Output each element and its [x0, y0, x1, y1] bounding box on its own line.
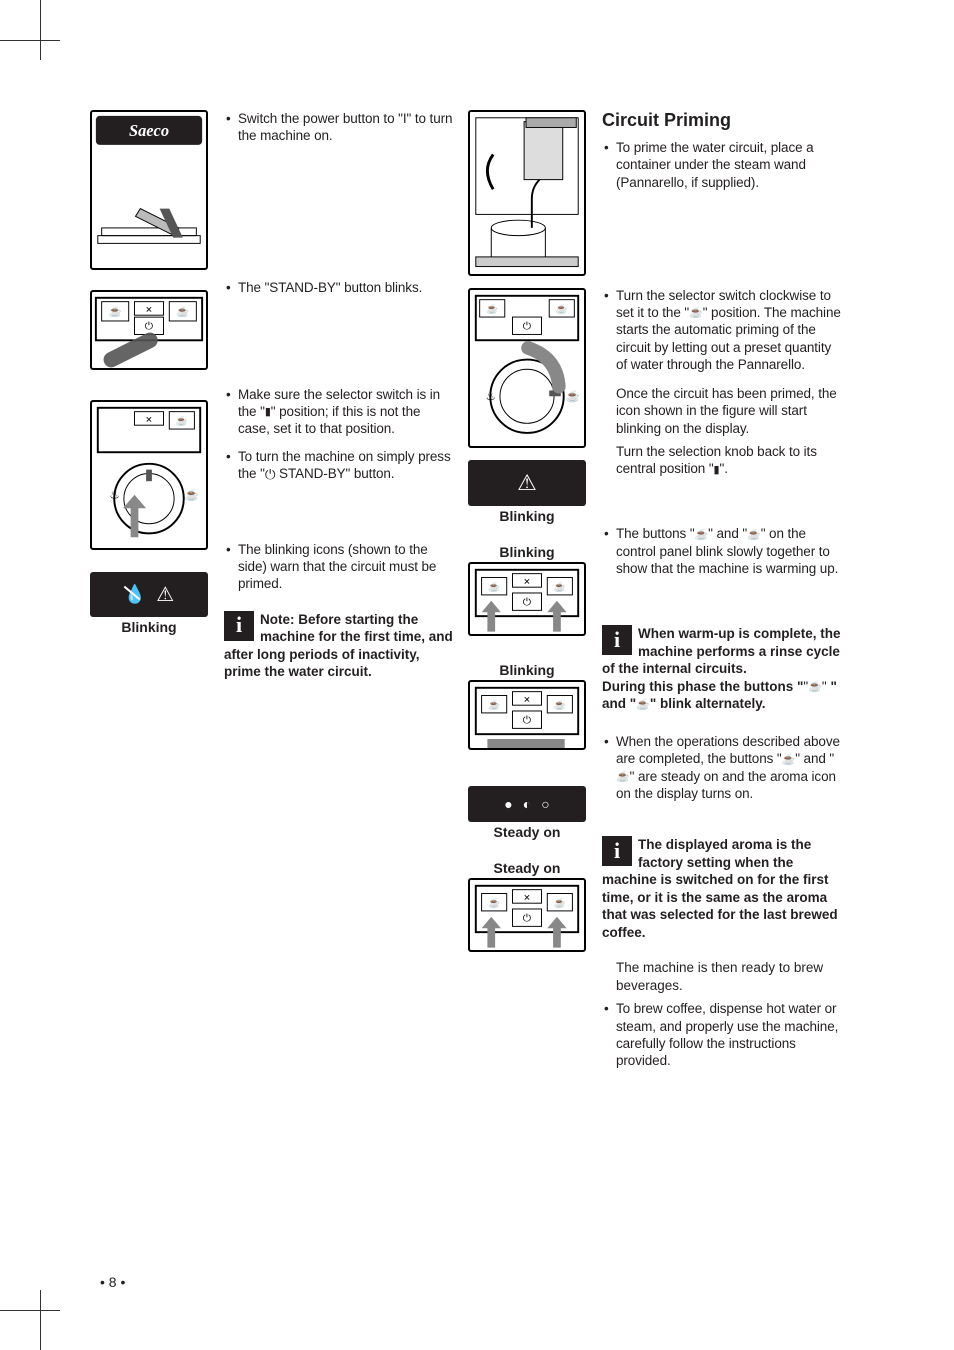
svg-text:☕: ☕	[488, 698, 500, 711]
illus-warning-blinking: ⚠	[468, 460, 586, 506]
svg-text:⏻: ⏻	[523, 913, 532, 925]
step-4: To turn the machine on simply press the …	[224, 448, 454, 483]
svg-text:⏻: ⏻	[523, 597, 532, 609]
note-prime-circuit: Note: Before starting the machine for th…	[224, 611, 454, 681]
step-2: The "STAND-BY" button blinks.	[224, 279, 454, 296]
svg-text:✕: ✕	[523, 694, 530, 704]
caption-steady-1: Steady on	[468, 824, 586, 840]
note-aroma: The displayed aroma is the factory setti…	[602, 836, 842, 941]
info-icon	[602, 836, 632, 866]
svg-text:☕: ☕	[554, 896, 566, 909]
step-1: Switch the power button to "I" to turn t…	[224, 110, 454, 145]
rstep-3: The buttons "☕" and "☕" on the control p…	[602, 525, 842, 577]
water-drop-strike-icon: 💧	[124, 584, 146, 605]
step-3: Make sure the selector switch is in the …	[224, 386, 454, 438]
rstep-7: To brew coffee, dispense hot water or st…	[602, 1000, 842, 1069]
illus-standby-blink: ☕ ☕ ✕ ⏻	[90, 290, 208, 370]
step-5: The blinking icons (shown to the side) w…	[224, 541, 454, 593]
svg-text:☕: ☕	[554, 580, 566, 593]
cup-icon-5: ☕	[782, 753, 796, 767]
illus-aroma-steady: ● ◐ ○	[468, 786, 586, 822]
svg-text:☕: ☕	[566, 389, 580, 403]
caption-steady-2: Steady on	[468, 860, 586, 876]
info-icon	[602, 625, 632, 655]
bean-icon-filled: ●	[504, 796, 512, 812]
illus-selector-steam: ☕ ☕ ⏻ ♨ ☕	[468, 288, 586, 448]
warning-icon: ⚠	[517, 470, 537, 496]
svg-text:☕: ☕	[176, 414, 188, 427]
svg-text:☕: ☕	[488, 580, 500, 593]
svg-text:⏻: ⏻	[523, 715, 532, 727]
svg-text:♨: ♨	[485, 391, 495, 403]
page-number: • 8 •	[100, 1274, 125, 1290]
right-text-column: Circuit Priming To prime the water circu…	[602, 110, 842, 1079]
center-illustration-column: ☕ ☕ ⏻ ♨ ☕ ⚠ Blinking Blinking ☕ ☕ ✕ ⏻	[468, 110, 588, 1079]
cup-icon-3: ☕	[808, 680, 822, 694]
rstep-2: Turn the selector switch clockwise to se…	[602, 287, 842, 478]
info-icon	[224, 611, 254, 641]
svg-text:⏻: ⏻	[523, 321, 532, 333]
cup-icon-2: ☕	[747, 528, 761, 542]
bean-icon-outline-2: ○	[541, 796, 549, 812]
left-text-column: Switch the power button to "I" to turn t…	[224, 110, 454, 1079]
caption-blinking-1: Blinking	[90, 619, 208, 635]
rstep-1: To prime the water circuit, place a cont…	[602, 139, 842, 191]
svg-text:☕: ☕	[176, 305, 189, 318]
rstep-5: When the operations described above are …	[602, 733, 842, 802]
illus-panel-blinking-1: ☕ ☕ ✕ ⏻	[468, 562, 586, 636]
hotwater-icon: ☕	[689, 306, 703, 320]
svg-text:Saeco: Saeco	[129, 121, 169, 140]
illus-machine-power: Saeco	[90, 110, 208, 270]
cup-icon-4: ☕	[636, 698, 650, 712]
svg-text:✕: ✕	[523, 576, 530, 586]
illus-panel-steady: ☕ ☕ ✕ ⏻	[468, 878, 586, 952]
svg-text:⏻: ⏻	[145, 321, 154, 333]
caption-blinking-3: Blinking	[468, 544, 586, 560]
illus-selector-center: ✕ ☕ ♨ ☕	[90, 400, 208, 550]
svg-text:☕: ☕	[185, 488, 199, 502]
heading-circuit-priming: Circuit Priming	[602, 110, 842, 131]
svg-text:✕: ✕	[145, 304, 152, 314]
svg-text:☕: ☕	[486, 302, 498, 315]
svg-text:♨: ♨	[109, 490, 119, 502]
power-icon: ⏻	[265, 466, 276, 483]
left-illustration-column: Saeco ☕ ☕ ✕ ⏻ ✕ ☕	[90, 110, 210, 1079]
illus-icons-blinking: 💧 ⚠	[90, 572, 208, 617]
warning-icon: ⚠	[156, 582, 174, 607]
bean-icon-outline: ◐	[523, 796, 531, 812]
cup-icon-1: ☕	[695, 528, 709, 542]
svg-text:☕: ☕	[488, 896, 500, 909]
illus-container-under-wand	[468, 110, 586, 276]
svg-text:✕: ✕	[145, 414, 152, 424]
cup-icon-6: ☕	[616, 770, 630, 784]
svg-text:☕: ☕	[554, 698, 566, 711]
svg-text:☕: ☕	[556, 302, 568, 315]
rstep-6: The machine is then ready to brew bevera…	[602, 959, 842, 994]
caption-blinking-4: Blinking	[468, 662, 586, 678]
svg-text:☕: ☕	[109, 305, 122, 318]
caption-blinking-2: Blinking	[468, 508, 586, 524]
page-content: Saeco ☕ ☕ ✕ ⏻ ✕ ☕	[90, 110, 860, 1079]
note-warmup: When warm-up is complete, the machine pe…	[602, 625, 842, 713]
svg-text:✕: ✕	[523, 892, 530, 902]
illus-panel-blinking-2: ☕ ☕ ✕ ⏻	[468, 680, 586, 750]
